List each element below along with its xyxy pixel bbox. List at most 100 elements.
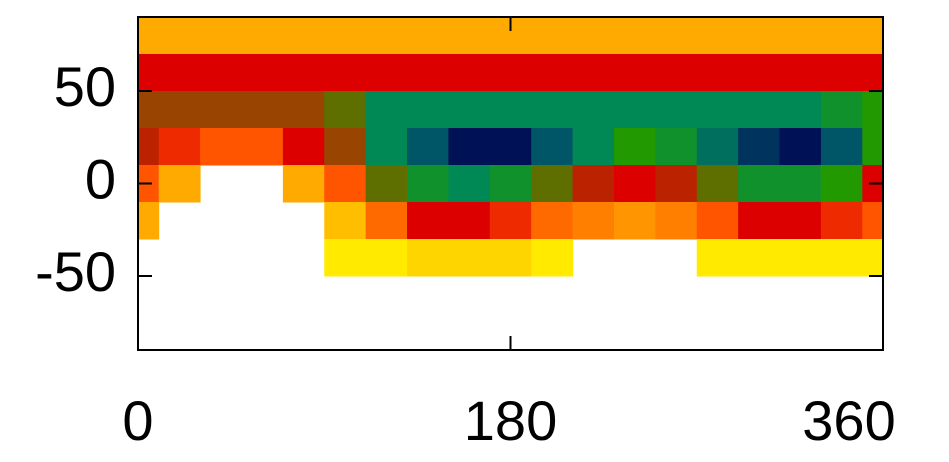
contour-cell — [820, 54, 863, 92]
contour-cell — [489, 54, 532, 92]
contour-cell — [138, 128, 160, 166]
contour-cell — [241, 128, 284, 166]
x-tick-label: 180 — [464, 389, 557, 452]
contour-cell — [779, 239, 822, 277]
contour-cell — [531, 17, 574, 55]
contour-cell — [365, 165, 408, 203]
contour-cell — [282, 54, 325, 92]
contour-cell — [820, 91, 863, 129]
contour-cell — [531, 202, 574, 240]
contour-cell — [531, 128, 574, 166]
contour-cell — [738, 91, 781, 129]
contour-cell — [862, 128, 883, 166]
contour-cell — [696, 165, 739, 203]
contour-cell — [200, 17, 242, 55]
contour-cell — [407, 54, 449, 92]
contour-cell — [531, 54, 574, 92]
contour-cell — [448, 239, 491, 277]
contour-cell — [448, 54, 491, 92]
y-tick-label: -50 — [35, 240, 116, 303]
contour-cell — [572, 202, 615, 240]
contour-cell — [738, 165, 781, 203]
contour-cell — [696, 128, 739, 166]
contour-cell — [738, 54, 781, 92]
contour-cell — [324, 165, 367, 203]
contour-cell — [613, 54, 656, 92]
contour-cell — [448, 202, 491, 240]
contour-cell — [282, 91, 325, 129]
contour-cell — [324, 239, 367, 277]
contour-cell — [158, 165, 201, 203]
contour-cell — [655, 54, 698, 92]
contour-cell — [282, 17, 325, 55]
contour-cell — [448, 128, 491, 166]
contour-cell — [489, 165, 532, 203]
contour-cell — [282, 165, 325, 203]
contour-cell — [241, 91, 284, 129]
contour-cell — [696, 17, 739, 55]
contour-cell — [820, 128, 863, 166]
contour-cell — [365, 202, 408, 240]
contour-cell — [820, 202, 863, 240]
contour-cell — [531, 239, 574, 277]
contour-cell — [324, 202, 367, 240]
contour-cell — [820, 239, 863, 277]
contour-cell — [572, 17, 615, 55]
contour-cell — [862, 54, 883, 92]
contour-cell — [407, 239, 449, 277]
contour-cell — [738, 17, 781, 55]
contour-cell — [613, 202, 656, 240]
contour-cell — [572, 165, 615, 203]
y-tick-label: 0 — [85, 147, 116, 210]
contour-cell — [324, 17, 367, 55]
x-tick-label: 0 — [122, 389, 153, 452]
contour-cell — [820, 17, 863, 55]
contour-cell — [138, 91, 160, 129]
contour-cell — [655, 17, 698, 55]
contour-cell — [158, 128, 201, 166]
contour-cell — [365, 128, 408, 166]
contour-cell — [407, 17, 449, 55]
contour-cell — [324, 91, 367, 129]
contour-cell — [158, 54, 201, 92]
contour-cell — [613, 165, 656, 203]
contour-cell — [613, 91, 656, 129]
contour-cell — [365, 91, 408, 129]
contour-cell — [655, 202, 698, 240]
contour-cell — [655, 165, 698, 203]
contour-cell — [241, 17, 284, 55]
contour-cell — [489, 239, 532, 277]
contour-cell — [531, 165, 574, 203]
contour-cell — [779, 91, 822, 129]
contour-cell — [489, 128, 532, 166]
contour-cell — [572, 91, 615, 129]
x-tick-label: 360 — [802, 389, 895, 452]
contour-cell — [779, 128, 822, 166]
contour-cell — [448, 91, 491, 129]
contour-cell — [407, 128, 449, 166]
contour-cell — [200, 54, 242, 92]
contour-cell — [448, 165, 491, 203]
contour-cell — [365, 54, 408, 92]
contour-cell — [158, 17, 201, 55]
contour-cell — [779, 54, 822, 92]
contour-cell — [138, 17, 160, 55]
contour-cell — [138, 54, 160, 92]
contour-cell — [779, 202, 822, 240]
y-tick-label: 50 — [54, 55, 116, 118]
contour-cell — [365, 17, 408, 55]
contour-cell — [696, 91, 739, 129]
contour-cell — [572, 128, 615, 166]
contour-cell — [489, 91, 532, 129]
contour-cell — [448, 17, 491, 55]
contour-cell — [779, 165, 822, 203]
contour-cell — [324, 128, 367, 166]
contour-cell — [282, 128, 325, 166]
contour-cell — [862, 91, 883, 129]
contour-cell — [613, 128, 656, 166]
contour-cell — [158, 91, 201, 129]
contour-cell — [862, 17, 883, 55]
contour-cell — [138, 202, 160, 240]
contour-cell — [572, 54, 615, 92]
